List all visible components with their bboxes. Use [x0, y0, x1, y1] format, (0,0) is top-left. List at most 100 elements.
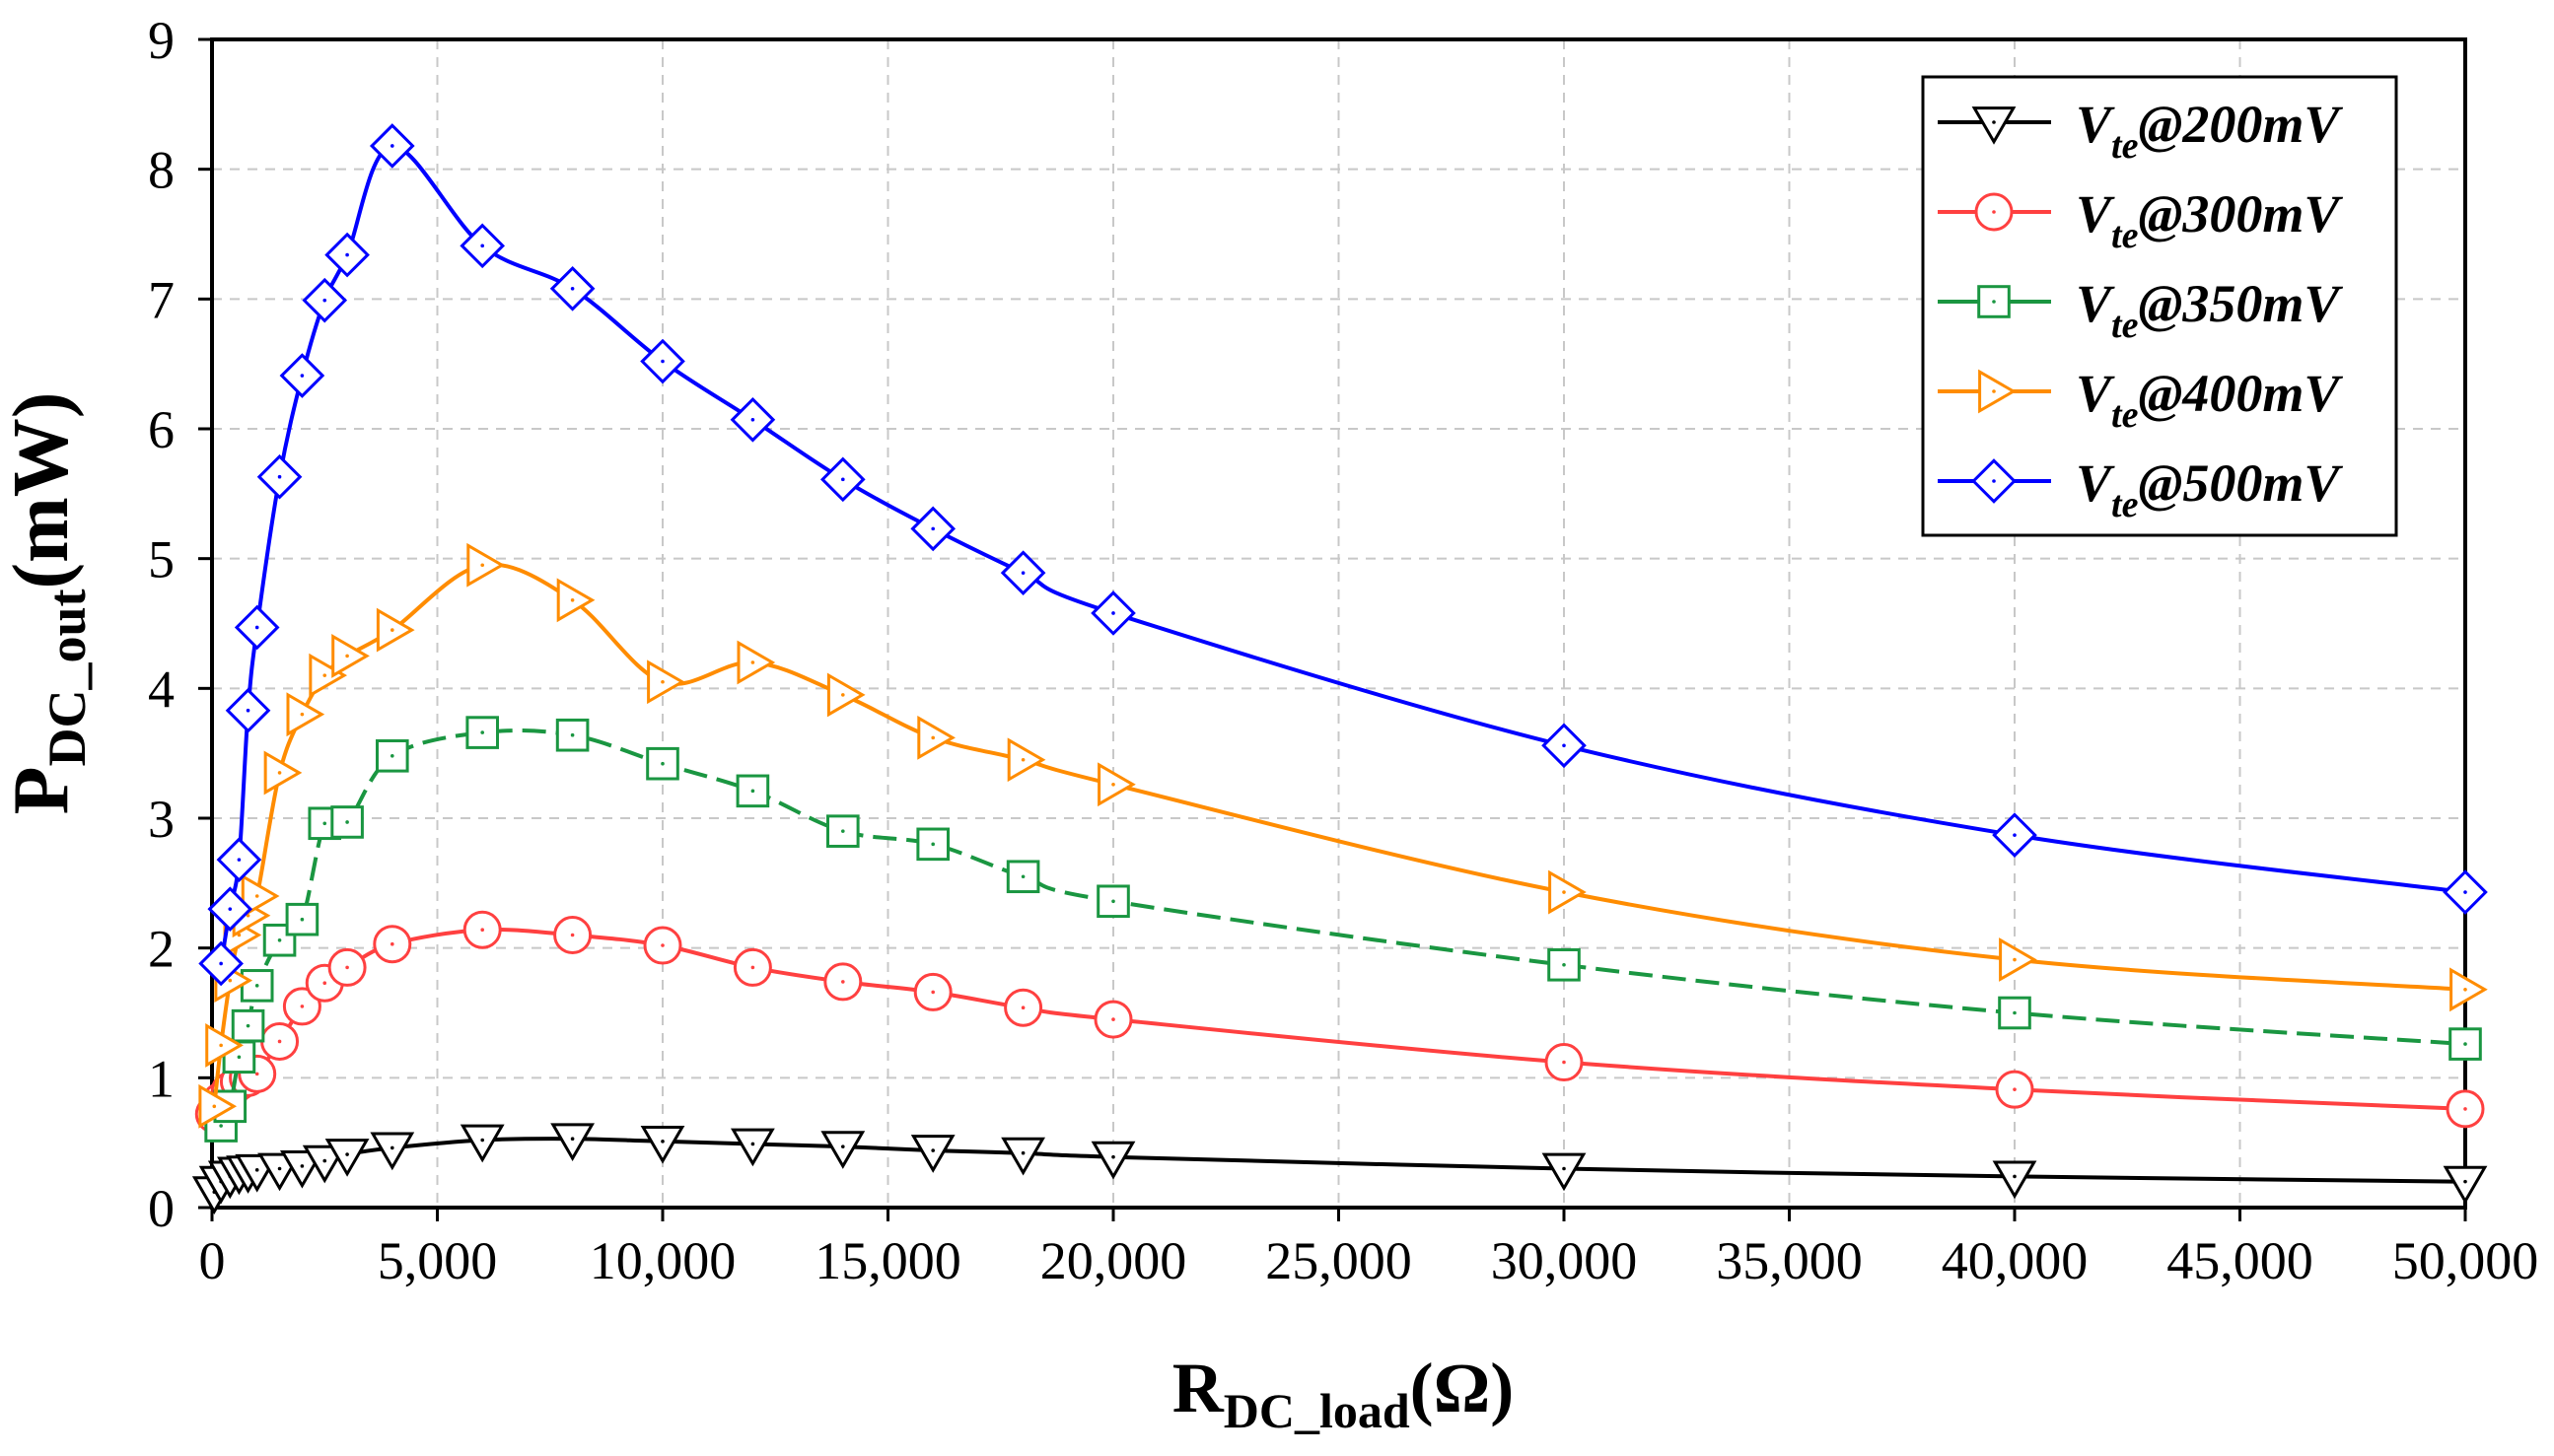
y-tick-label: 9 — [148, 11, 175, 70]
marker-center-dot — [300, 1164, 305, 1168]
marker-center-dot — [300, 374, 305, 378]
y-tick-label: 0 — [148, 1179, 175, 1238]
data-point-marker — [302, 1144, 347, 1184]
x-tick-label: 5,000 — [378, 1231, 498, 1290]
marker-center-dot — [1021, 874, 1026, 879]
data-point-marker — [376, 607, 415, 653]
marker-center-dot — [390, 1145, 394, 1150]
legend-label: Vte@350mV — [2076, 274, 2343, 346]
marker-center-dot — [254, 625, 259, 630]
marker-center-dot — [1111, 782, 1115, 787]
marker-center-dot — [1992, 210, 1996, 214]
y-tick-label: 4 — [148, 659, 175, 719]
marker-center-dot — [570, 287, 575, 291]
marker-center-dot — [750, 417, 755, 422]
marker-center-dot — [277, 771, 282, 775]
marker-center-dot — [661, 761, 665, 766]
data-point-marker — [730, 1128, 775, 1167]
data-point-marker — [466, 542, 505, 588]
legend-label: Vte@400mV — [2076, 364, 2343, 436]
series-V_te@300mV — [194, 910, 2485, 1134]
data-point-marker — [1999, 937, 2037, 982]
marker-center-dot — [1562, 1060, 1566, 1065]
marker-center-dot — [480, 730, 485, 734]
marker-center-dot — [2013, 1174, 2017, 1179]
marker-center-dot — [2013, 957, 2017, 962]
y-tick-label: 5 — [148, 530, 175, 589]
marker-center-dot — [322, 673, 327, 677]
marker-center-dot — [345, 820, 349, 824]
marker-center-dot — [345, 1152, 349, 1156]
marker-center-dot — [931, 526, 935, 531]
marker-center-dot — [661, 943, 665, 947]
marker-center-dot — [1111, 1154, 1115, 1159]
marker-center-dot — [219, 1124, 223, 1128]
x-tick-label: 50,000 — [2392, 1231, 2539, 1290]
data-point-marker — [263, 750, 303, 796]
marker-center-dot — [300, 1005, 305, 1008]
data-point-marker — [1098, 762, 1136, 807]
marker-center-dot — [254, 1072, 259, 1076]
marker-center-dot — [390, 628, 394, 632]
series-line — [212, 1137, 2466, 1194]
data-point-marker — [309, 653, 348, 698]
marker-center-dot — [841, 980, 845, 984]
marker-center-dot — [345, 252, 349, 257]
marker-center-dot — [931, 842, 935, 847]
marker-center-dot — [219, 1043, 223, 1048]
legend-label: Vte@200mV — [2076, 95, 2343, 167]
marker-center-dot — [254, 1168, 259, 1172]
y-tick-label: 1 — [148, 1049, 175, 1108]
legend-marker — [1971, 106, 2017, 145]
data-point-marker — [647, 659, 685, 705]
marker-center-dot — [277, 937, 282, 942]
marker-center-dot — [931, 1148, 935, 1152]
marker-center-dot — [750, 660, 755, 664]
marker-center-dot — [750, 789, 755, 794]
series-line — [212, 927, 2466, 1116]
x-axis-title: RDC_load(Ω) — [1172, 1349, 1515, 1438]
marker-center-dot — [390, 754, 394, 758]
data-point-marker — [2448, 1027, 2482, 1061]
series-V_te@350mV — [204, 716, 2482, 1143]
y-tick-label: 7 — [148, 270, 175, 329]
marker-center-dot — [322, 981, 327, 986]
marker-center-dot — [1562, 962, 1566, 967]
marker-center-dot — [2013, 833, 2017, 837]
marker-center-dot — [2463, 988, 2467, 992]
marker-center-dot — [219, 961, 223, 966]
data-point-marker — [550, 1123, 596, 1162]
marker-center-dot — [300, 917, 305, 922]
data-point-marker — [826, 814, 860, 848]
marker-center-dot — [1111, 611, 1115, 615]
data-point-marker — [241, 873, 280, 919]
x-tick-label: 10,000 — [590, 1231, 737, 1290]
data-point-marker — [205, 1023, 244, 1068]
marker-center-dot — [2013, 1087, 2017, 1091]
data-point-marker — [460, 1124, 505, 1163]
marker-center-dot — [2463, 1042, 2467, 1046]
marker-center-dot — [254, 894, 259, 898]
y-axis-title: PDC_out(mW) — [0, 392, 97, 815]
data-point-marker — [820, 1131, 866, 1169]
marker-center-dot — [237, 1055, 242, 1060]
marker-center-dot — [1992, 300, 1996, 304]
data-point-marker — [1992, 1160, 2037, 1200]
marker-center-dot — [1021, 757, 1026, 762]
series-V_te@200mV — [191, 1123, 2488, 1214]
marker-center-dot — [277, 1039, 282, 1044]
legend-label: Vte@300mV — [2076, 184, 2343, 256]
x-tick-label: 20,000 — [1040, 1231, 1187, 1290]
marker-center-dot — [750, 1142, 755, 1146]
marker-center-dot — [1562, 1166, 1566, 1171]
data-point-marker — [1541, 1152, 1587, 1192]
marker-center-dot — [661, 359, 665, 364]
data-point-marker — [286, 692, 325, 737]
marker-center-dot — [322, 1158, 327, 1163]
data-point-marker — [331, 634, 370, 678]
data-point-marker — [917, 715, 956, 760]
marker-center-dot — [322, 298, 327, 303]
marker-center-dot — [480, 243, 485, 248]
legend-label: Vte@500mV — [2076, 453, 2343, 525]
